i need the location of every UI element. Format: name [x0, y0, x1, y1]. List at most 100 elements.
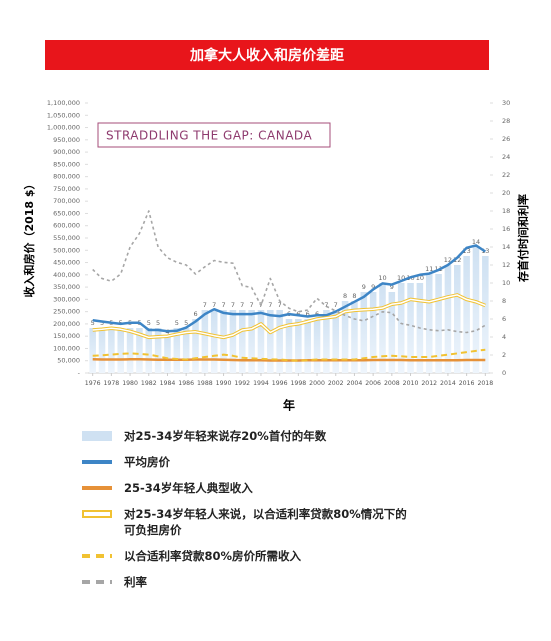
legend-item: 25-34岁年轻人典型收入: [82, 480, 412, 496]
y2-axis-title: 存首付时间和利率: [516, 194, 530, 282]
y-tick-label: 250,000: [53, 308, 80, 316]
bar: [145, 328, 153, 373]
x-tick-label: 2000: [309, 380, 325, 387]
bar: [482, 256, 489, 373]
bar: [295, 319, 302, 373]
bar-value-label: 5: [184, 319, 188, 327]
bar-value-label: 10: [416, 274, 424, 282]
bar: [238, 310, 246, 373]
bar: [192, 319, 199, 373]
x-tick-label: 1982: [141, 380, 157, 387]
legend-item: 对25-34岁年轻来说存20%首付的年数: [82, 428, 412, 444]
x-tick-label: 2008: [384, 380, 400, 387]
bar-value-label: 9: [371, 283, 375, 291]
y2-tick-label: 16: [502, 225, 510, 233]
bar: [108, 328, 115, 373]
bar-value-label: 7: [212, 301, 216, 309]
y-tick-label: 650,000: [53, 209, 80, 217]
y2-tick-label: 4: [502, 333, 506, 341]
bar-value-label: 14: [472, 238, 480, 246]
bar-value-label: 5: [100, 319, 104, 327]
y-tick-label: 350,000: [53, 283, 80, 291]
bar: [463, 256, 470, 373]
bar-value-label: 7: [240, 301, 244, 309]
bar: [220, 310, 227, 373]
bar-value-label: 5: [147, 319, 151, 327]
bar-value-label: 5: [91, 319, 95, 327]
bar-value-label: 5: [156, 319, 160, 327]
x-tick-label: 2018: [477, 380, 493, 387]
y-tick-label: 900,000: [53, 148, 80, 156]
line: [92, 358, 486, 362]
y2-tick-label: 2: [502, 351, 506, 359]
y-tick-label: 300,000: [53, 295, 80, 303]
y-tick-label: 1,100,000: [47, 99, 80, 107]
y2-tick-label: 30: [502, 99, 510, 107]
bar: [435, 274, 442, 373]
legend-item: 以合适利率贷款80%房价所需收入: [82, 548, 412, 564]
bar-value-label: 13: [462, 247, 470, 255]
y2-tick-label: 24: [502, 153, 510, 161]
x-tick-label: 1986: [178, 380, 194, 387]
y-tick-label: 750,000: [53, 185, 80, 193]
bar: [136, 328, 143, 373]
y-tick-label: 450,000: [53, 259, 80, 267]
bar-value-label: 6: [296, 310, 300, 318]
y2-tick-label: 28: [502, 117, 510, 125]
bar-value-label: 7: [231, 301, 235, 309]
bar-value-label: 7: [221, 301, 225, 309]
y-tick-label: 600,000: [53, 222, 80, 230]
y-tick-label: 200,000: [53, 320, 80, 328]
bar-value-label: 6: [315, 310, 319, 318]
bar: [454, 265, 461, 373]
bar: [332, 310, 340, 373]
line: [92, 348, 486, 362]
line: [92, 244, 486, 333]
legend-swatch: [82, 510, 112, 518]
x-tick-label: 2002: [328, 380, 344, 387]
x-tick-label: 2016: [459, 380, 475, 387]
bar: [117, 328, 124, 373]
x-tick-label: 1978: [103, 380, 119, 387]
y2-tick-label: 12: [502, 261, 510, 269]
bar: [313, 319, 321, 373]
bar: [248, 310, 255, 373]
legend-label: 25-34岁年轻人典型收入: [124, 481, 253, 495]
bar-value-label: 7: [268, 301, 272, 309]
bar-value-label: 11: [425, 265, 433, 273]
title-banner: [45, 40, 489, 70]
x-tick-label: 2010: [403, 380, 419, 387]
y-tick-label: 550,000: [53, 234, 80, 242]
x-axis-title: 年: [283, 398, 295, 413]
legend-swatch: [82, 580, 112, 584]
bar-value-label: 10: [397, 274, 405, 282]
bar: [89, 328, 96, 373]
bar: [182, 328, 190, 373]
bar: [164, 337, 171, 373]
bar: [360, 292, 368, 373]
y-axis-title: 收入和房价（2018 $）: [22, 178, 36, 297]
y2-tick-label: 26: [502, 135, 510, 143]
bar-value-label: 12: [444, 256, 452, 264]
x-tick-label: 1994: [253, 380, 269, 387]
legend-item: 利率: [82, 574, 412, 590]
x-tick-label: 1984: [160, 380, 176, 387]
x-tick-label: 1976: [85, 380, 101, 387]
bar-value-label: 6: [193, 310, 197, 318]
annotation-box: [97, 122, 331, 148]
legend-swatch-mark: [82, 431, 112, 441]
bar: [379, 283, 386, 373]
bar-value-label: 6: [306, 310, 310, 318]
bar: [369, 292, 377, 373]
x-tick-label: 1988: [197, 380, 213, 387]
bar: [276, 310, 283, 373]
legend-label: 对25-34岁年轻来说存20%首付的年数: [124, 429, 327, 443]
bar-value-label: 8: [352, 292, 356, 300]
chart: 加拿大人收入和房价差距 STRADDLING THE GAP: CANADA 收…: [22, 40, 530, 413]
bar: [285, 319, 293, 373]
bar: [229, 310, 237, 373]
bar-value-label: 5: [175, 319, 179, 327]
bar: [323, 310, 330, 373]
line: [92, 210, 486, 334]
legend-item: 平均房价: [82, 454, 412, 470]
